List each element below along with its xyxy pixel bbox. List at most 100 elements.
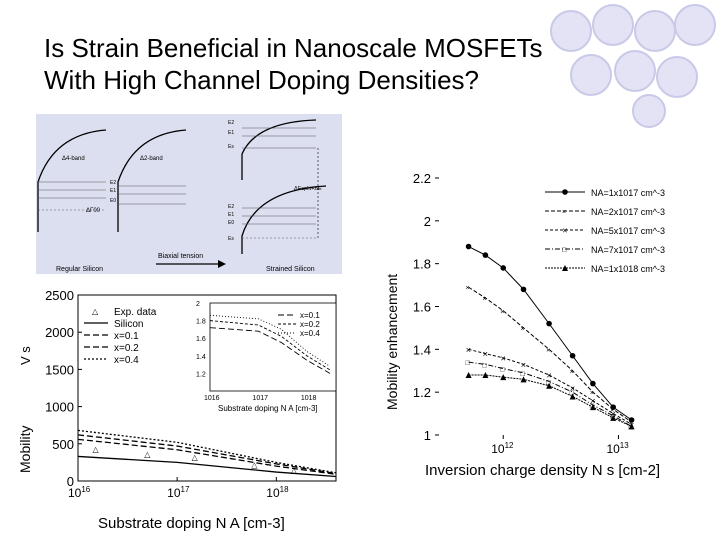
decor-circle <box>550 10 592 52</box>
data-point <box>590 381 596 387</box>
level-label: Es <box>228 144 234 150</box>
y-tick-label: 2000 <box>45 325 74 340</box>
inset-y-tick-label: 2 <box>196 301 200 308</box>
y-tick-label: 2 <box>424 214 431 229</box>
data-point <box>483 252 489 258</box>
x-tick-label: 1018 <box>266 485 289 500</box>
level-label: E1 <box>228 212 234 218</box>
legend-label: x=0.1 <box>114 331 139 342</box>
data-point <box>466 372 472 378</box>
decor-circle <box>614 50 656 92</box>
regular-silicon-label: Regular Silicon <box>56 266 103 273</box>
inset-x-tick-label: 1017 <box>252 395 268 402</box>
series-line <box>469 362 632 426</box>
legend-label: NA=7x1017 cm^-3 <box>591 245 665 255</box>
legend-label: Silicon <box>114 319 143 330</box>
data-point: □ <box>500 367 505 374</box>
inset-y-tick-label: 1.6 <box>196 336 206 343</box>
data-point <box>500 265 506 271</box>
band-diagram-svg: Δ4-band Δ2-band ΔΓ00 E2 E1 E0 F0 E2 E1 E… <box>36 114 342 274</box>
inset-x-axis-label: Substrate doping N A [cm-3] <box>218 404 318 413</box>
biaxial-label: Biaxial tension <box>158 253 203 260</box>
data-point: × <box>466 285 470 292</box>
series-line-x-0-1 <box>78 439 336 474</box>
inset-x-tick-label: 1018 <box>301 395 317 402</box>
y-tick-label: 1 <box>424 428 431 443</box>
delta4-label: Δ4-band <box>62 156 85 162</box>
legend-marker: □ <box>562 247 567 254</box>
legend-label: NA=5x1017 cm^-3 <box>591 226 665 236</box>
level-label: E0 <box>110 198 116 204</box>
inset-legend-label: x=0.1 <box>300 311 320 320</box>
split-label: ΔEsplit+ΔE <box>294 186 322 192</box>
x-axis-label: Inversion charge density N s [cm-2] <box>425 462 660 479</box>
y-tick-label: 2.2 <box>413 171 431 186</box>
series-line-silicon <box>78 456 336 476</box>
delta2-label: Δ2-band <box>140 156 163 162</box>
level-label: E1 <box>228 130 234 136</box>
y-tick-label: 1.4 <box>413 342 431 357</box>
inset-legend-label: x=0.2 <box>300 320 320 329</box>
data-point: × <box>482 296 486 303</box>
exp-data-marker: △ <box>92 445 99 454</box>
data-point: ✕ <box>521 362 527 369</box>
data-point: × <box>570 369 574 376</box>
data-point: × <box>500 309 504 316</box>
dgamma-label: ΔΓ00 <box>86 208 101 214</box>
inset-y-tick-label: 1.4 <box>196 354 206 361</box>
inset-y-tick-label: 1.2 <box>196 371 206 378</box>
y-tick-label: 1.6 <box>413 300 431 315</box>
data-point: ✕ <box>500 356 506 363</box>
data-point <box>570 353 576 359</box>
decorative-circles <box>540 0 720 130</box>
level-label: E0 <box>228 220 234 226</box>
exp-data-marker: △ <box>192 453 199 462</box>
legend-marker <box>562 189 568 195</box>
decor-circle <box>592 4 634 46</box>
x-tick-label: 1012 <box>491 441 514 456</box>
band-curve <box>242 120 316 180</box>
level-label: E2 <box>228 204 234 210</box>
series-line <box>469 287 632 422</box>
data-point: □ <box>482 362 487 369</box>
band-curve <box>242 186 326 254</box>
data-point: × <box>590 390 594 397</box>
y-tick-label: 2500 <box>45 288 74 303</box>
decor-circle <box>674 4 716 46</box>
data-point <box>466 244 472 250</box>
inset-x-tick-label: 1016 <box>204 395 220 402</box>
y-tick-label: 500 <box>52 437 74 452</box>
level-label: E2 <box>110 180 116 186</box>
band-curve <box>38 130 106 232</box>
data-point <box>546 321 552 327</box>
legend-label: x=0.2 <box>114 343 139 354</box>
legend-marker: △ <box>92 307 99 316</box>
legend-label: NA=1x1018 cm^-3 <box>591 264 665 274</box>
legend-label: NA=2x1017 cm^-3 <box>591 207 665 217</box>
band-diagram-figure: Δ4-band Δ2-band ΔΓ00 E2 E1 E0 F0 E2 E1 E… <box>36 114 342 274</box>
data-point: × <box>546 347 550 354</box>
data-point: □ <box>521 371 526 378</box>
level-label: E1 <box>110 188 116 194</box>
decor-circle <box>632 94 666 128</box>
legend-marker: × <box>562 209 566 216</box>
y-axis-fragment: V s <box>18 346 33 365</box>
data-point: ✕ <box>482 352 488 359</box>
decor-circle <box>656 56 698 98</box>
data-point: ✕ <box>466 347 472 354</box>
x-axis-label: Substrate doping N A [cm-3] <box>98 515 285 532</box>
decor-circle <box>570 54 612 96</box>
data-point: × <box>521 326 525 333</box>
level-label: E2 <box>228 120 234 126</box>
y-tick-label: 1.2 <box>413 385 431 400</box>
legend-label: NA=1x1017 cm^-3 <box>591 188 665 198</box>
inset-legend-label: x=0.4 <box>300 329 320 338</box>
data-point: □ <box>466 360 471 367</box>
x-tick-label: 1013 <box>606 441 629 456</box>
legend-marker: ✕ <box>562 228 568 235</box>
band-curve <box>118 130 186 232</box>
